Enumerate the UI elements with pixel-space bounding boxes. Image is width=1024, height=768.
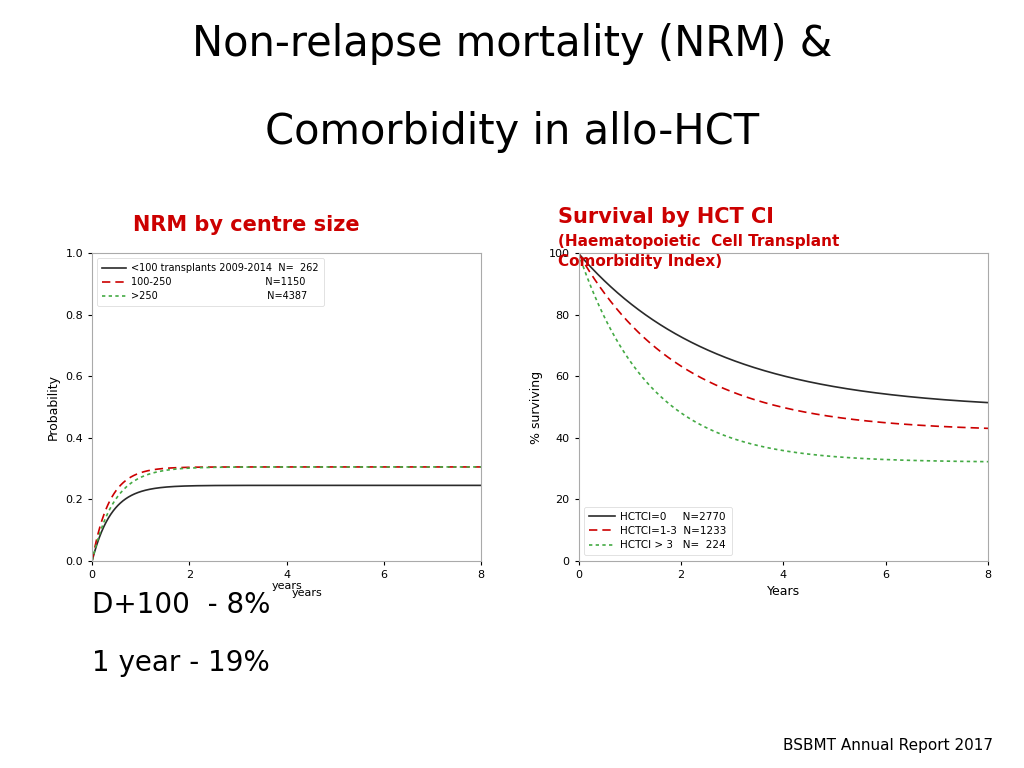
- X-axis label: years: years: [271, 581, 302, 591]
- Legend: <100 transplants 2009-2014  N=  262, 100-250                              N=1150: <100 transplants 2009-2014 N= 262, 100-2…: [97, 258, 324, 306]
- Text: (Haematopoietic  Cell Transplant
Comorbidity Index): (Haematopoietic Cell Transplant Comorbid…: [558, 234, 840, 269]
- Text: NRM by centre size: NRM by centre size: [133, 215, 359, 235]
- Text: Non-relapse mortality (NRM) &: Non-relapse mortality (NRM) &: [191, 23, 833, 65]
- Y-axis label: Probability: Probability: [47, 374, 59, 440]
- Text: Comorbidity in allo-HCT: Comorbidity in allo-HCT: [265, 111, 759, 154]
- Text: D+100  - 8%: D+100 - 8%: [92, 591, 270, 619]
- Text: years: years: [292, 588, 323, 598]
- Text: 1 year - 19%: 1 year - 19%: [92, 649, 270, 677]
- Text: Survival by HCT CI: Survival by HCT CI: [558, 207, 774, 227]
- X-axis label: Years: Years: [767, 585, 800, 598]
- Y-axis label: % surviving: % surviving: [530, 370, 543, 444]
- Legend: HCTCl=0     N=2770, HCTCl=1-3  N=1233, HCTCl > 3   N=  224: HCTCl=0 N=2770, HCTCl=1-3 N=1233, HCTCl …: [584, 507, 732, 555]
- Text: BSBMT Annual Report 2017: BSBMT Annual Report 2017: [783, 737, 993, 753]
